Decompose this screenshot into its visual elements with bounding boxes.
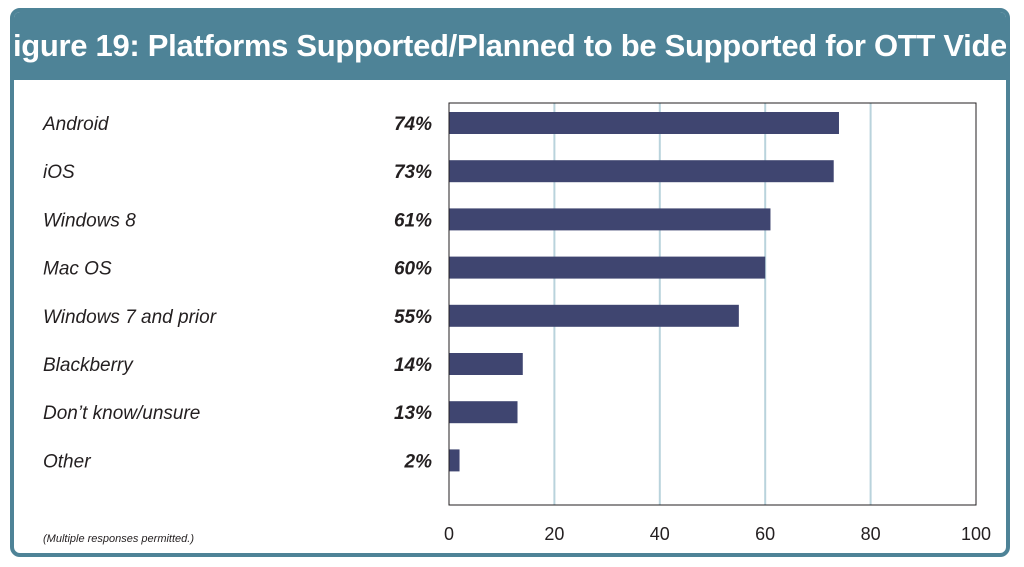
- value-labels: 74% 73% 61% 60% 55% 14% 13% 2%: [394, 114, 432, 472]
- value-label: 61%: [394, 210, 432, 231]
- bar: [449, 112, 839, 134]
- x-tick-label: 40: [650, 524, 670, 544]
- bar: [449, 304, 739, 327]
- bars: [449, 112, 839, 472]
- bar: [449, 208, 771, 231]
- bar: [449, 401, 518, 424]
- responses-note: (Multiple responses permitted.): [43, 533, 194, 545]
- x-tick-label: 80: [861, 524, 881, 544]
- category-label: Blackberry: [43, 355, 134, 376]
- value-label: 2%: [404, 451, 433, 472]
- category-label: iOS: [43, 162, 75, 183]
- category-label: Windows 8: [43, 210, 136, 231]
- bar: [449, 256, 766, 279]
- bar-chart: Android iOS Windows 8 Mac OS Windows 7 and p…: [42, 102, 991, 545]
- x-tick-label: 20: [544, 524, 564, 544]
- bar: [449, 353, 523, 375]
- category-label: Other: [43, 451, 91, 472]
- category-labels: Android iOS Windows 8 Mac OS Windows 7 and p…: [42, 114, 217, 472]
- figure-title: Figure 19: Platforms Supported/Planned t…: [10, 28, 1010, 63]
- title-bar: Figure 19: Platforms Supported/Planned t…: [14, 12, 1006, 80]
- category-label: Windows 7 and prior: [43, 307, 217, 328]
- figure-frame: Figure 19: Platforms Supported/Planned t…: [10, 8, 1010, 557]
- x-tick-label: 100: [961, 524, 991, 544]
- value-label: 74%: [394, 114, 432, 135]
- category-label: Android: [42, 114, 110, 135]
- bar: [449, 449, 460, 472]
- x-tick-label: 0: [444, 524, 454, 544]
- value-label: 60%: [394, 259, 432, 280]
- bar: [449, 160, 834, 183]
- category-label: Mac OS: [43, 259, 112, 280]
- value-label: 14%: [394, 355, 432, 376]
- value-label: 13%: [394, 403, 432, 424]
- plot-area-border: [448, 102, 977, 506]
- x-tick-label: 60: [755, 524, 775, 544]
- x-axis-ticks: 0 20 40 60 80 100: [444, 524, 991, 544]
- value-label: 73%: [394, 162, 432, 183]
- category-label: Don’t know/unsure: [43, 403, 200, 424]
- value-label: 55%: [394, 307, 432, 328]
